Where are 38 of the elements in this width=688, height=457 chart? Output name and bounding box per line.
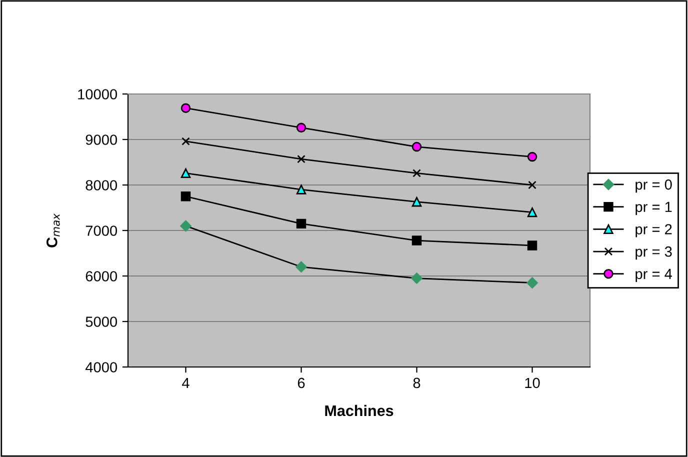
point [297,154,306,164]
legend-label: pr = 2 [636,224,672,238]
point [412,236,422,246]
point [180,192,191,202]
point [412,196,422,207]
y-tick-label: 4000 [85,362,118,372]
point [412,142,422,152]
point [296,261,307,273]
legend-label: pr = 0 [636,179,672,193]
point [412,169,421,178]
x-tick-label: 8 [413,378,420,388]
point [527,152,538,162]
y-tick-label: 7000 [86,226,118,236]
x-tick-label: 6 [298,378,305,388]
point [182,137,190,146]
y-tick-label: 9000 [86,134,118,145]
x-tick-label: 10 [525,378,540,388]
x-tick-label: 4 [182,378,190,388]
legend-label: pr = 4 [636,268,672,282]
legend-label: pr = 3 [636,246,672,260]
y-tick-label: 10000 [78,89,118,100]
y-tick-label: 8000 [86,180,118,190]
point [527,207,538,218]
x-axis-title: Machines [325,404,394,416]
point [296,122,306,133]
y-axis-title: C$_{max}$ [46,213,60,248]
y-tick-label: 5000 [86,316,118,327]
point [180,168,191,178]
point [296,218,306,229]
point [527,240,538,250]
point [526,277,538,288]
y-tick-label: 6000 [86,271,118,282]
point [180,103,191,113]
point [296,184,306,194]
legend-label: pr = 1 [636,202,672,215]
point [180,220,192,232]
point [528,180,536,190]
point [411,272,422,284]
